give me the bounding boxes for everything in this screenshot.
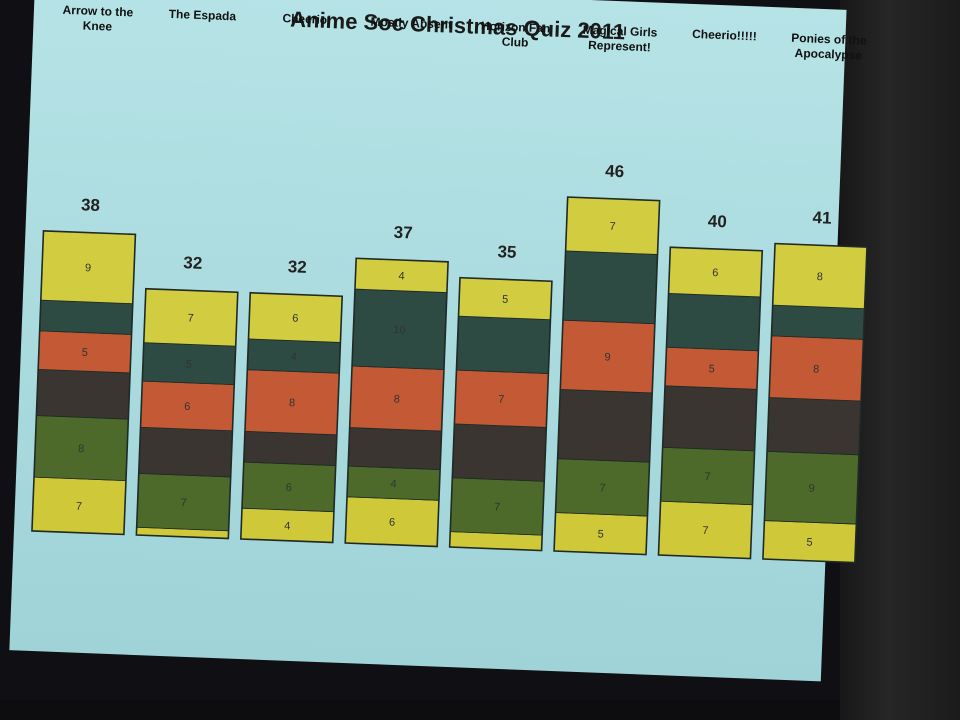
bar-total-label: 32 (287, 257, 307, 277)
segment-value-label: 8 (289, 397, 296, 409)
team-name-label: Club (501, 35, 528, 50)
bar-total-label: 40 (708, 212, 728, 232)
bar-outline (135, 287, 239, 540)
segment-value-label: 7 (702, 525, 709, 537)
bar-segment (771, 304, 866, 340)
segment-value-label: 7 (498, 394, 505, 406)
bar-segment (451, 423, 547, 482)
bar-outline (657, 246, 764, 560)
segment-value-label: 7 (609, 221, 616, 233)
bar-segment (766, 397, 862, 456)
segment-value-label: 6 (286, 482, 293, 494)
segment-value-label: 7 (704, 471, 711, 483)
segment-value-label: 10 (393, 324, 406, 336)
segment-value-label: 9 (604, 351, 611, 363)
segment-value-label: 8 (816, 271, 823, 283)
bar-total-label: 46 (605, 161, 625, 181)
segment-value-label: 4 (398, 270, 405, 282)
segment-value-label: 5 (708, 363, 715, 375)
segment-value-label: 6 (389, 517, 396, 529)
bar-segment (243, 430, 338, 466)
team-name-label: Arrow to the (62, 3, 133, 20)
segment-value-label: 4 (284, 520, 291, 532)
bar-total-label: 41 (812, 208, 832, 228)
segment-value-label: 7 (187, 312, 194, 324)
team-name-label: Apocalypse (794, 46, 862, 63)
segment-value-label: 9 (85, 262, 92, 274)
segment-value-label: 7 (180, 497, 187, 509)
bar-outline (553, 196, 661, 556)
bar-segment (662, 385, 758, 452)
bar-segment (39, 299, 134, 335)
segment-value-label: 6 (292, 312, 299, 324)
team-name-label: The Espada (168, 7, 236, 24)
segment-value-label: 6 (184, 401, 191, 413)
segment-value-label: 5 (186, 358, 193, 370)
bar-outline (762, 242, 868, 564)
bar-outline (448, 276, 553, 552)
bar-outline (344, 257, 449, 548)
bar-total-label: 37 (393, 223, 413, 243)
team-name-label: Cheerio! (282, 11, 331, 27)
team-name-label: Represent! (588, 38, 651, 54)
team-name-label: Knee (82, 19, 112, 34)
segment-value-label: 7 (599, 482, 606, 494)
team-name-label: Horizon Fan (481, 19, 551, 36)
segment-value-label: 8 (78, 443, 85, 455)
bar-segment (562, 250, 658, 325)
bar-segment (138, 426, 233, 478)
segment-value-label: 5 (82, 347, 89, 359)
segment-value-label: 7 (76, 501, 83, 513)
segment-value-label: 5 (502, 294, 509, 306)
bar-outline (31, 230, 137, 536)
team-name-label: Mostly Absent (370, 15, 452, 32)
bar-outline (239, 291, 344, 544)
bar-total-label: 35 (497, 242, 517, 262)
bar-segment (456, 315, 551, 374)
segment-value-label: 5 (597, 528, 604, 540)
team-name-label: Magical Girls (582, 23, 658, 40)
segment-value-label: 4 (390, 478, 397, 490)
team-name-label: Ponies of the (791, 31, 867, 48)
segment-value-label: 7 (494, 501, 501, 513)
bar-total-label: 38 (81, 195, 101, 215)
bar-total-label: 32 (183, 253, 203, 273)
segment-value-label: 6 (712, 267, 719, 279)
segment-value-label: 4 (291, 351, 298, 363)
segment-value-label: 5 (806, 536, 813, 548)
segment-value-label: 8 (813, 363, 820, 375)
segment-value-label: 8 (393, 393, 400, 405)
segment-value-label: 9 (808, 483, 815, 495)
bar-segment (666, 292, 761, 352)
bar-segment (347, 427, 443, 470)
bar-segment (557, 389, 653, 463)
bar-segment (35, 368, 131, 420)
team-name-label: Cheerio!!!!! (692, 27, 757, 43)
